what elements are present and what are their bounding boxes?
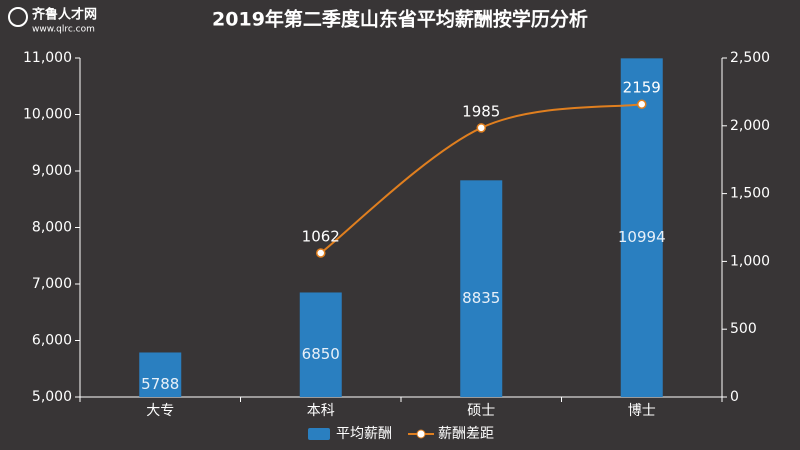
bar (139, 352, 182, 397)
legend-label: 薪酬差距 (438, 426, 494, 442)
logo-url: www.qlrc.com (32, 25, 95, 35)
bar-label: 10994 (618, 228, 666, 246)
line-label: 2159 (623, 79, 661, 97)
chart-title: 2019年第二季度山东省平均薪酬按学历分析 (212, 8, 588, 31)
bar (299, 292, 342, 397)
y2-tick-label: 500 (730, 321, 757, 337)
y-tick-label: 8,000 (32, 220, 72, 236)
x-tick-label: 博士 (628, 402, 656, 419)
line-point (637, 99, 647, 109)
bar (460, 180, 503, 397)
y-tick-label: 9,000 (32, 163, 72, 179)
legend-swatch (416, 429, 426, 439)
y2-tick-label: 2,500 (730, 50, 770, 66)
legend-swatch (308, 428, 330, 440)
line-label: 1062 (302, 227, 340, 245)
y-tick-label: 5,000 (32, 389, 72, 405)
y2-tick-label: 2,000 (730, 118, 770, 134)
y2-tick-label: 1,000 (730, 253, 770, 269)
bar (620, 58, 663, 398)
line-label: 1985 (462, 102, 500, 120)
y-tick-label: 6,000 (32, 333, 72, 349)
bar-label: 8835 (462, 289, 500, 307)
x-tick-label: 本科 (307, 403, 335, 419)
y-tick-label: 11,000 (23, 50, 72, 66)
y2-tick-label: 1,500 (730, 186, 770, 202)
y-tick-label: 7,000 (32, 276, 72, 292)
bar-label: 6850 (302, 345, 340, 363)
x-tick-label: 硕士 (467, 403, 495, 419)
logo-icon (8, 7, 28, 27)
bar-label: 5788 (141, 375, 179, 393)
line-point (316, 248, 326, 258)
legend-label: 平均薪酬 (336, 426, 392, 442)
line-point (476, 123, 486, 133)
logo-name: 齐鲁人才网 (32, 7, 97, 23)
y2-tick-label: 0 (730, 389, 739, 405)
x-tick-label: 大专 (146, 403, 174, 419)
y-tick-label: 10,000 (23, 107, 72, 123)
